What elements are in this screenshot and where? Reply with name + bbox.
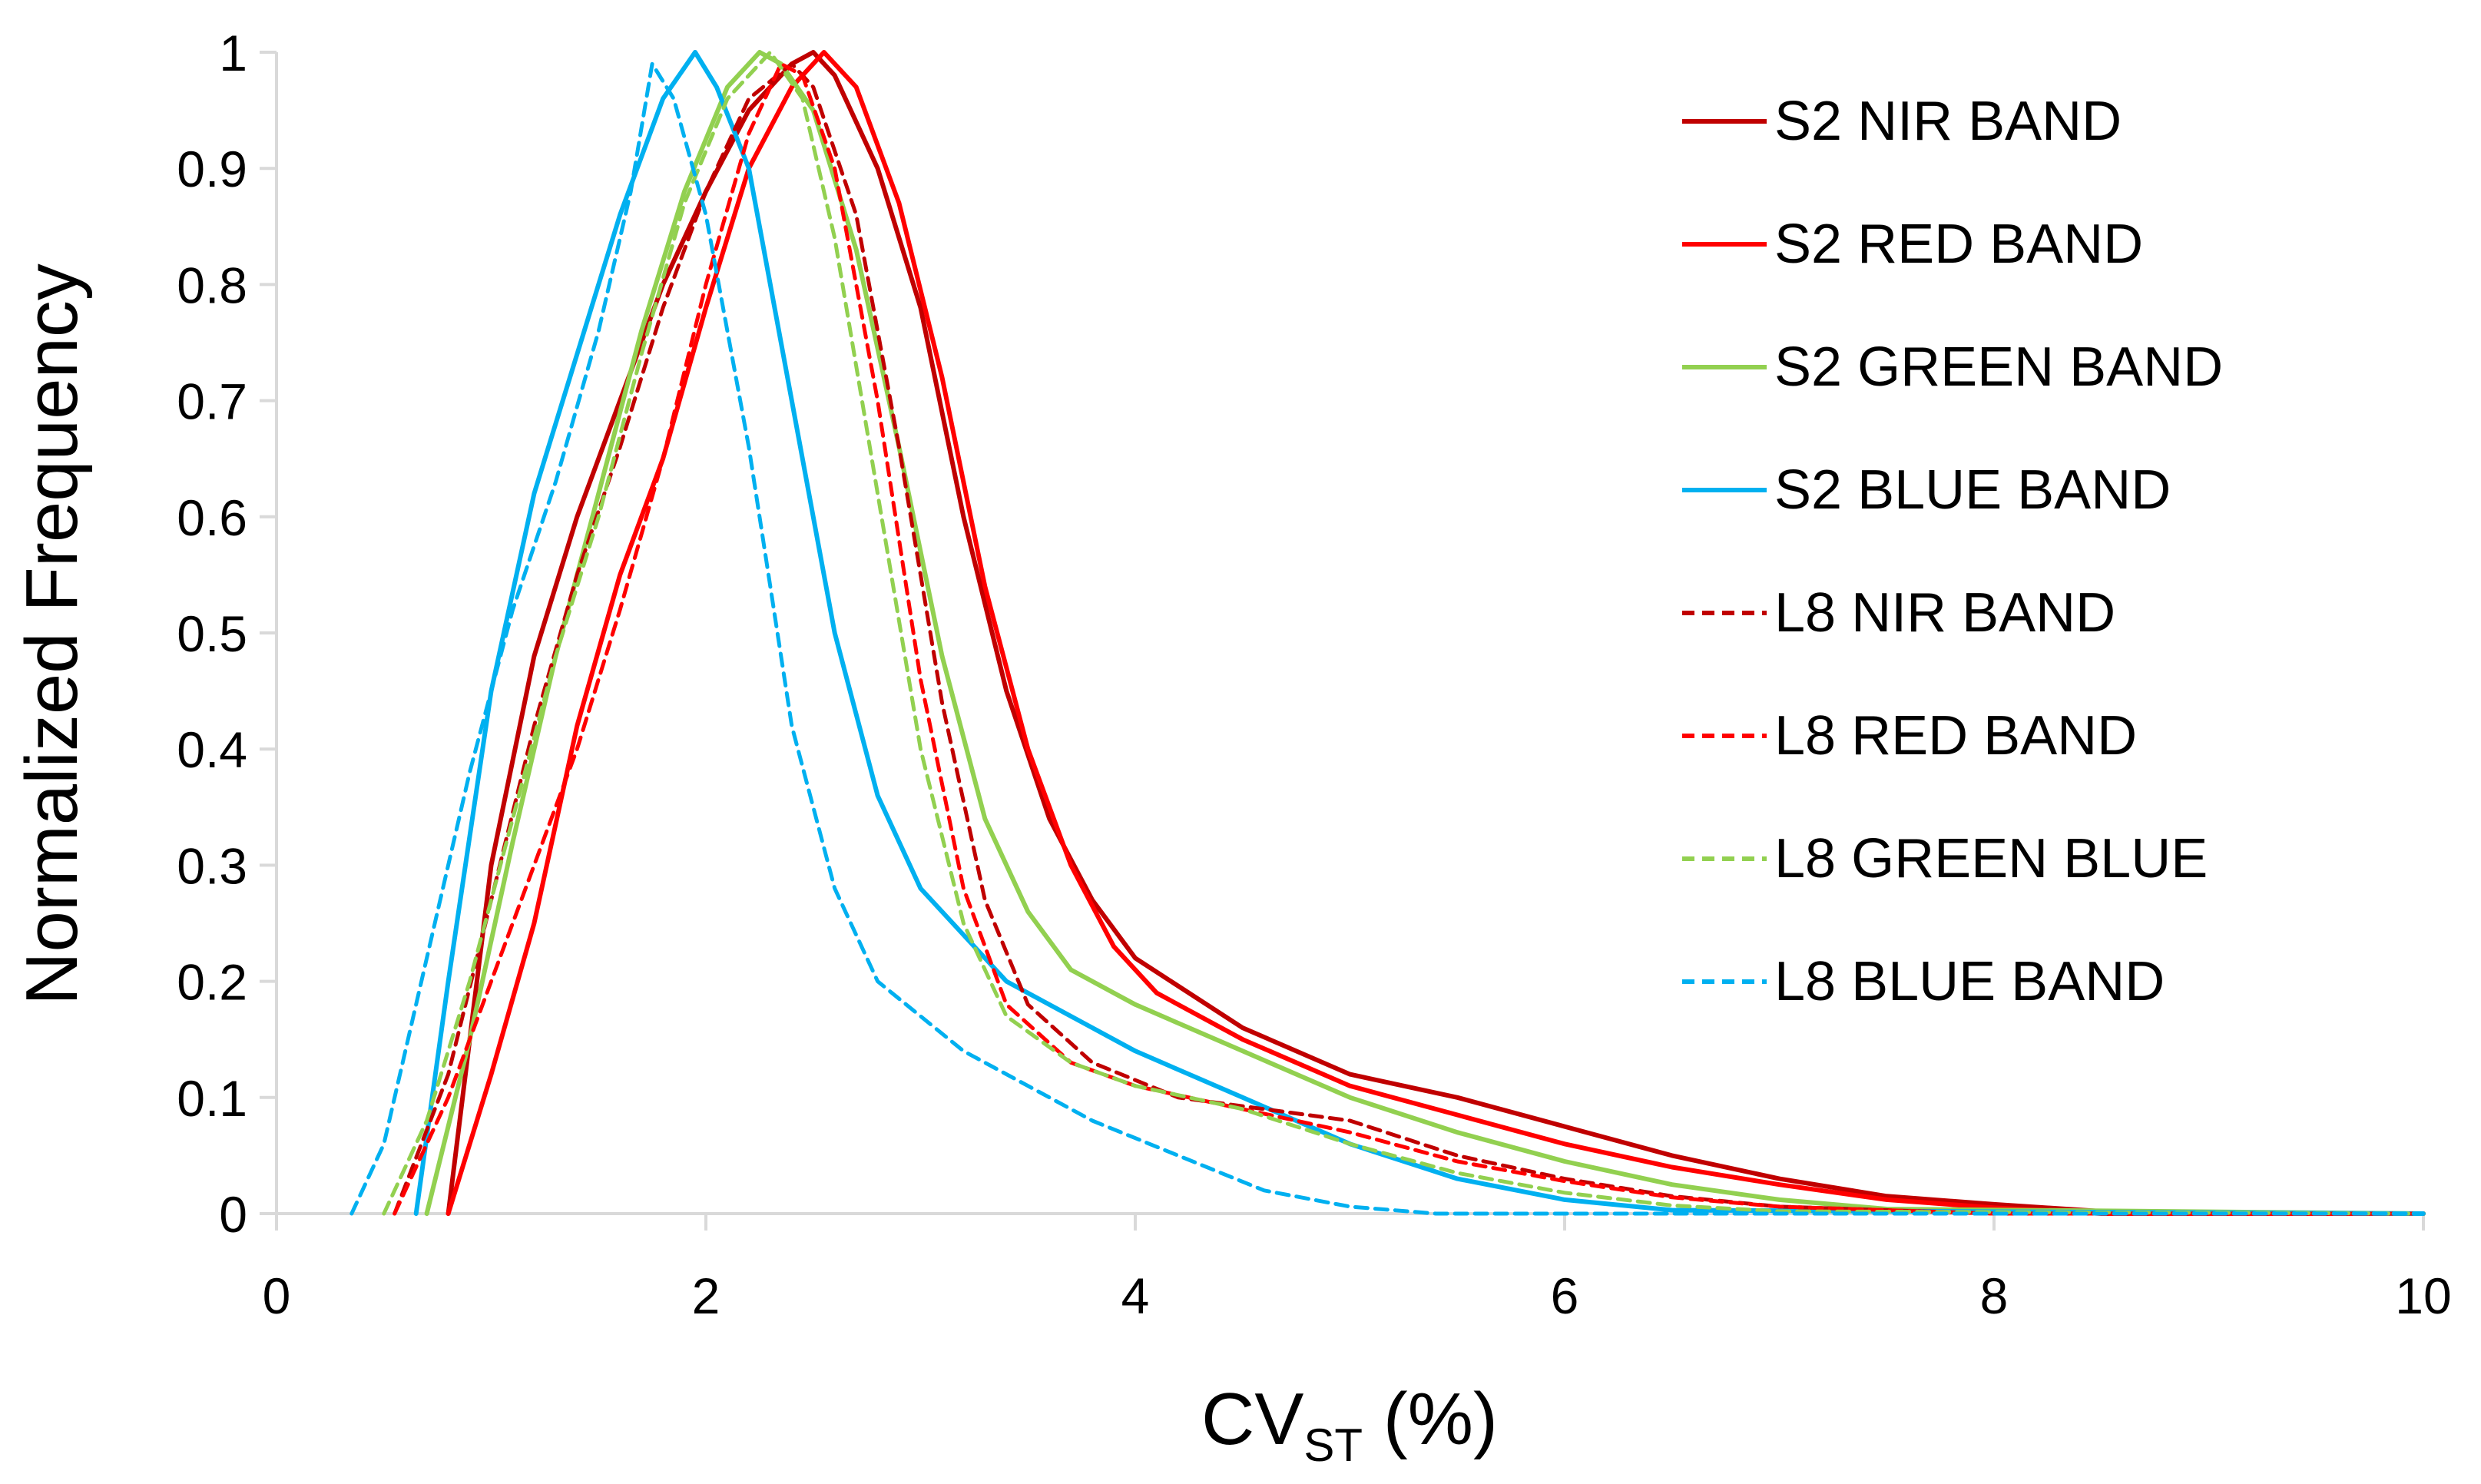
legend-label: S2 NIR BAND	[1774, 91, 2122, 152]
x-axis-title-main: CV	[1201, 1378, 1303, 1460]
legend-label: S2 BLUE BAND	[1774, 459, 2171, 521]
x-tick-label: 2	[692, 1267, 720, 1324]
y-tick-label: 1	[219, 25, 247, 81]
legend-item: S2 RED BAND	[1682, 214, 2143, 275]
legend-label: L8 BLUE BAND	[1774, 951, 2165, 1012]
legend-item: L8 BLUE BAND	[1682, 951, 2165, 1012]
y-tick-label: 0.1	[177, 1070, 247, 1127]
legend-label: S2 GREEN BAND	[1774, 336, 2223, 398]
legend-item: S2 GREEN BAND	[1682, 336, 2223, 398]
x-axis-title-subscript: ST	[1303, 1419, 1363, 1471]
legend-item: L8 NIR BAND	[1682, 582, 2115, 644]
legend: S2 NIR BAND S2 RED BAND S2 GREEN BAND S2 BL…	[1682, 91, 2223, 1012]
series-line-l8-red-band	[393, 61, 2426, 1216]
y-tick-label: 0	[219, 1186, 247, 1243]
legend-label: L8 GREEN BLUE	[1774, 828, 2208, 889]
x-axis-title-suffix: (%)	[1363, 1378, 1498, 1460]
legend-item: L8 GREEN BLUE	[1682, 828, 2208, 889]
legend-item: S2 BLUE BAND	[1682, 459, 2171, 521]
x-tick-label: 10	[2395, 1267, 2451, 1324]
series-line-s2-red-band	[446, 50, 2426, 1216]
legend-label: S2 RED BAND	[1774, 214, 2143, 275]
y-tick-label: 0.2	[177, 954, 247, 1011]
y-tick-label: 0.6	[177, 489, 247, 546]
series-line-l8-nir-band	[393, 61, 2426, 1216]
y-tick-label: 0.7	[177, 373, 247, 430]
series-line-s2-green-band	[424, 50, 2426, 1216]
legend-label: L8 NIR BAND	[1774, 582, 2115, 644]
legend-label: L8 RED BAND	[1774, 705, 2137, 767]
legend-item: S2 NIR BAND	[1682, 91, 2122, 152]
y-tick-label: 0.4	[177, 721, 247, 778]
series-line-l8-green-blue	[382, 50, 2426, 1216]
series-line-l8-blue-band	[349, 61, 2426, 1216]
legend-item: L8 RED BAND	[1682, 705, 2137, 767]
series-layer	[349, 50, 2426, 1216]
y-tick-label: 0.8	[177, 257, 247, 313]
y-tick-label: 0.9	[177, 141, 247, 197]
y-axis-title: Normalized Frequency	[11, 263, 93, 1005]
x-tick-label: 4	[1121, 1267, 1150, 1324]
y-tick-label: 0.5	[177, 605, 247, 662]
axes: 00.10.20.30.40.50.60.70.80.910 2 4 6 8 10	[177, 25, 2451, 1324]
x-tick-label: 8	[1980, 1267, 2009, 1324]
y-tick-label: 0.3	[177, 837, 247, 894]
x-axis-title: CVST (%)	[1201, 1378, 1498, 1471]
x-tick-label: 0	[263, 1267, 291, 1324]
x-tick-label: 6	[1551, 1267, 1579, 1324]
